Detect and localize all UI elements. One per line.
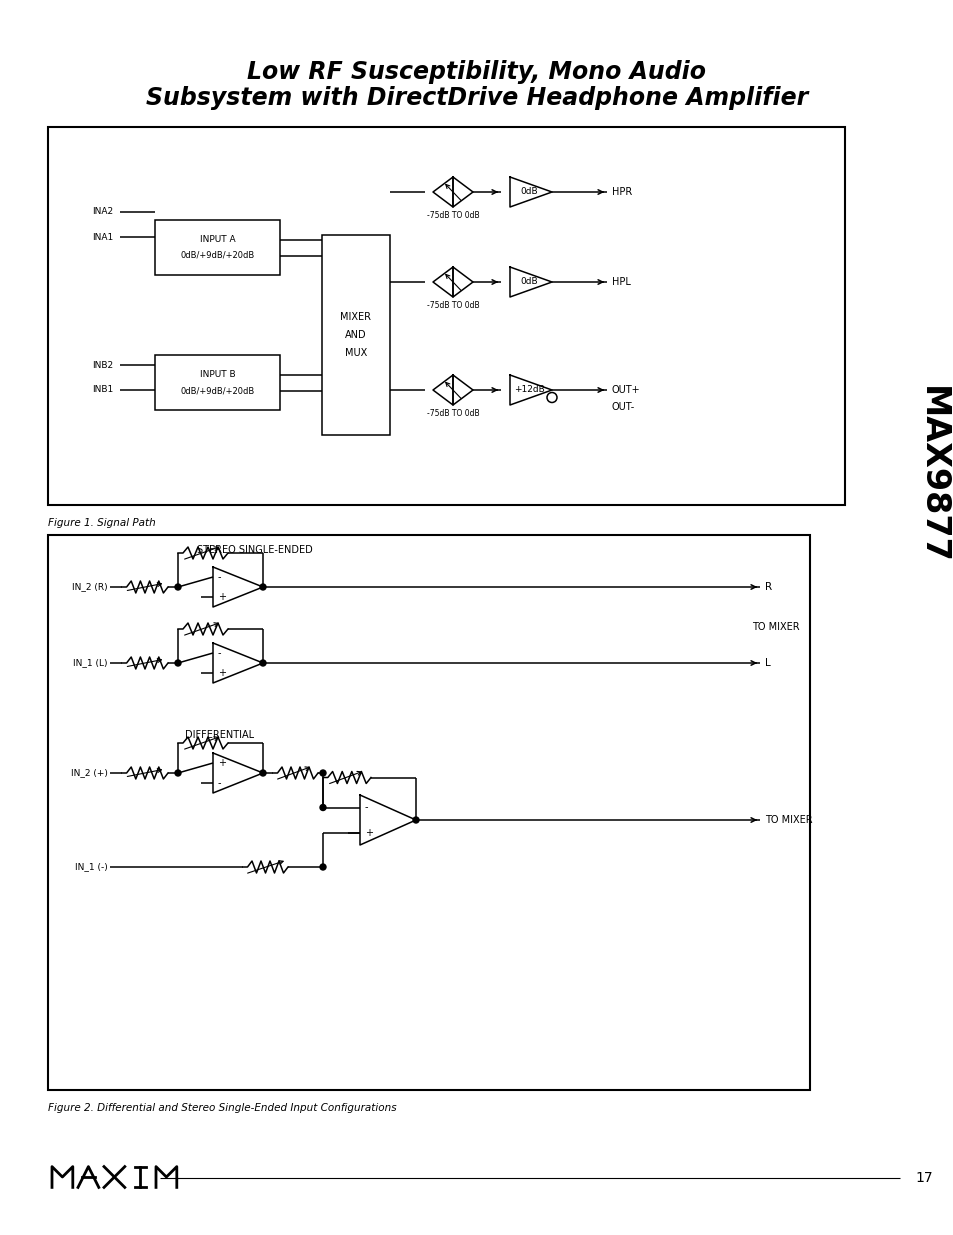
Circle shape [319, 804, 326, 810]
Text: IN_1 (L): IN_1 (L) [73, 658, 108, 667]
Text: INA2: INA2 [92, 207, 113, 216]
Text: +12dB: +12dB [513, 385, 544, 394]
Text: STEREO SINGLE-ENDED: STEREO SINGLE-ENDED [197, 545, 313, 555]
Text: INA1: INA1 [92, 232, 113, 242]
Text: IN_2 (+): IN_2 (+) [71, 768, 108, 778]
Bar [322, 235, 390, 435]
Text: +: + [218, 758, 226, 768]
Text: 0dB: 0dB [519, 188, 537, 196]
Text: -: - [218, 572, 221, 582]
Text: R: R [764, 582, 771, 592]
Text: INB2: INB2 [92, 361, 113, 369]
Text: L: L [764, 658, 770, 668]
Text: 0dB/+9dB/+20dB: 0dB/+9dB/+20dB [180, 251, 254, 261]
Bar [48, 127, 844, 505]
Text: Low RF Susceptibility, Mono Audio: Low RF Susceptibility, Mono Audio [247, 61, 706, 84]
Bar [154, 220, 280, 275]
Circle shape [260, 769, 266, 776]
Text: TO MIXER: TO MIXER [752, 622, 800, 632]
Bar [48, 535, 809, 1091]
Text: HPL: HPL [612, 277, 630, 287]
Text: -: - [218, 778, 221, 788]
Text: INPUT A: INPUT A [199, 235, 235, 245]
Text: DIFFERENTIAL: DIFFERENTIAL [185, 730, 254, 740]
Circle shape [260, 584, 266, 590]
Text: -: - [365, 803, 368, 813]
Text: 17: 17 [914, 1171, 932, 1186]
Circle shape [319, 769, 326, 776]
Bar [154, 354, 280, 410]
Text: OUT+: OUT+ [612, 385, 640, 395]
Text: -75dB TO 0dB: -75dB TO 0dB [426, 211, 478, 221]
Text: +: + [218, 592, 226, 601]
Text: Subsystem with DirectDrive Headphone Amplifier: Subsystem with DirectDrive Headphone Amp… [146, 86, 807, 110]
Text: INPUT B: INPUT B [199, 370, 235, 379]
Text: +: + [365, 827, 373, 837]
Text: MUX: MUX [345, 348, 367, 358]
Text: +: + [218, 668, 226, 678]
Text: -75dB TO 0dB: -75dB TO 0dB [426, 301, 478, 310]
Text: OUT-: OUT- [612, 403, 635, 412]
Text: HPR: HPR [612, 186, 632, 198]
Text: MAX9877: MAX9877 [915, 387, 947, 564]
Circle shape [260, 659, 266, 666]
Circle shape [174, 659, 181, 666]
Text: Figure 1. Signal Path: Figure 1. Signal Path [48, 517, 155, 529]
Text: Figure 2. Differential and Stereo Single-Ended Input Configurations: Figure 2. Differential and Stereo Single… [48, 1103, 396, 1113]
Text: -: - [218, 648, 221, 658]
Circle shape [174, 769, 181, 776]
Text: IN_1 (-): IN_1 (-) [75, 862, 108, 872]
Text: 0dB: 0dB [519, 278, 537, 287]
Text: TO MIXER: TO MIXER [764, 815, 812, 825]
Text: MIXER: MIXER [340, 312, 371, 322]
Text: INB1: INB1 [92, 385, 113, 394]
Text: IN_2 (R): IN_2 (R) [72, 583, 108, 592]
Text: -75dB TO 0dB: -75dB TO 0dB [426, 410, 478, 419]
Circle shape [413, 818, 418, 823]
Circle shape [174, 584, 181, 590]
Text: AND: AND [345, 330, 366, 340]
Circle shape [319, 864, 326, 869]
Text: 0dB/+9dB/+20dB: 0dB/+9dB/+20dB [180, 387, 254, 395]
